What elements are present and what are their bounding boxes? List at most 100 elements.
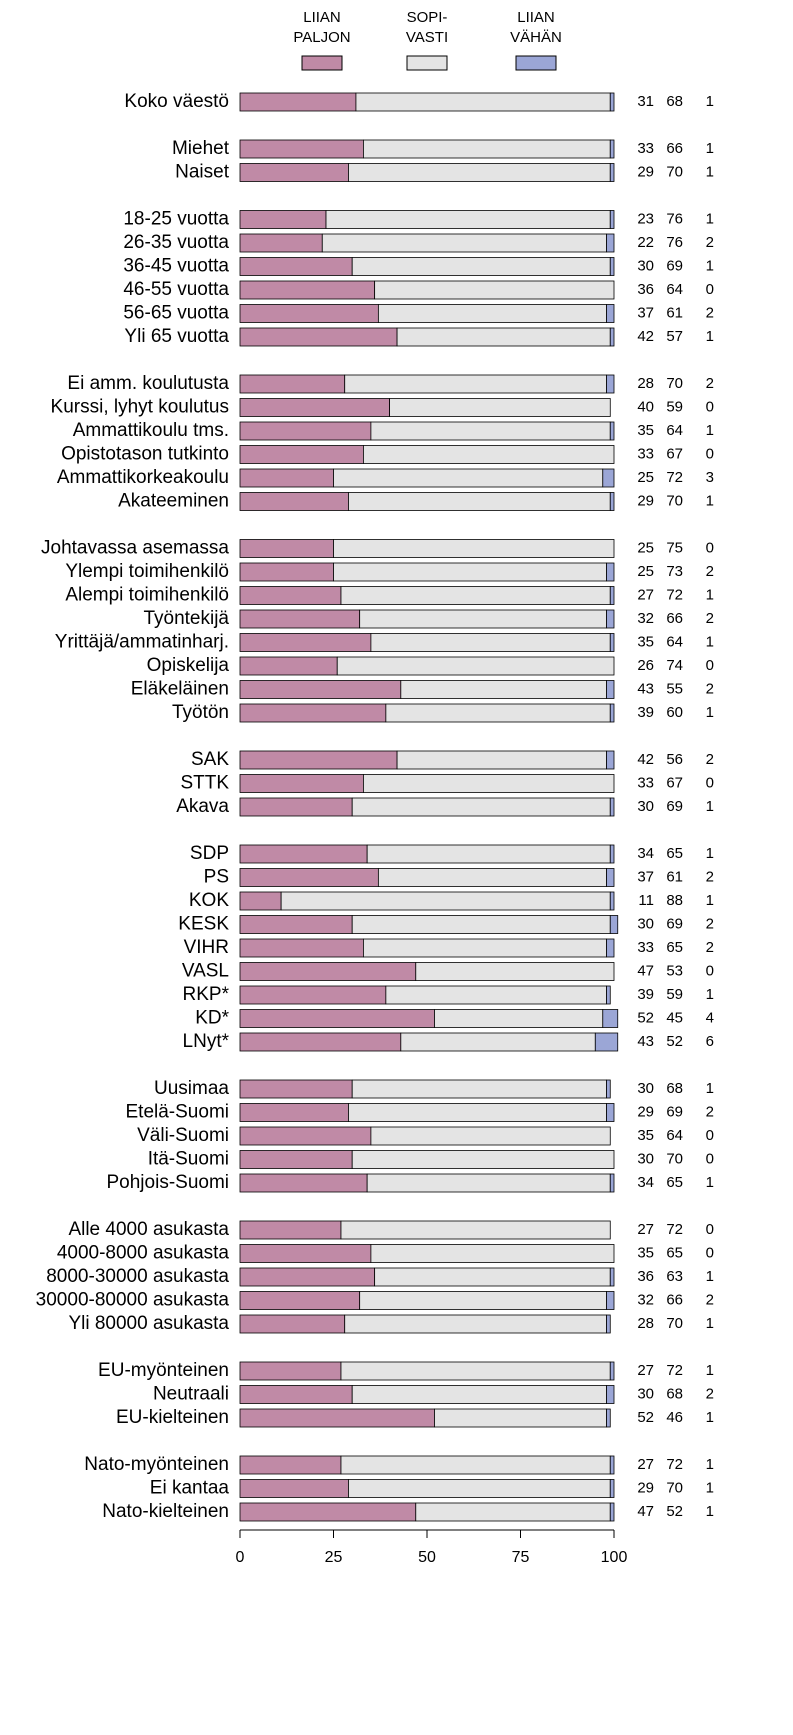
value-label: 0 [706,1221,714,1238]
bar-segment [609,1479,615,1498]
value-label: 1 [706,986,714,1003]
value-label: 33 [637,774,654,791]
value-label: 2 [706,939,714,956]
value-label: 70 [666,492,683,509]
bar-segment [385,985,607,1005]
value-label: 67 [666,445,683,462]
bar-segment [239,1150,353,1169]
value-label: 76 [666,234,683,251]
bar-segment [609,915,619,934]
bar-segment [348,1103,607,1122]
value-label: 1 [706,1080,714,1097]
bar-segment [606,868,615,887]
category-label: Naiset [175,162,230,183]
value-label: 34 [637,1174,654,1191]
bar-segment [363,139,611,159]
category-label: Itä-Suomi [148,1149,229,1170]
bar-segment [239,1361,342,1381]
x-tick-label: 75 [512,1549,530,1566]
bar-segment [239,750,398,770]
bar-segment [239,280,376,300]
bar-segment [239,445,364,464]
bar-segment [606,985,611,1005]
bar-segment [351,257,611,276]
bar-segment [239,844,368,864]
bar-segment [606,1103,615,1122]
bar-segment [609,1502,615,1522]
bar-segment [333,562,607,582]
value-label: 3 [706,469,714,486]
bar-segment [374,1267,611,1287]
category-label: EU-kielteinen [116,1407,229,1428]
bar-segment [359,1291,607,1310]
bar-segment [239,139,364,159]
value-label: 34 [637,845,654,862]
bar-segment [344,1314,607,1334]
value-label: 43 [637,680,654,697]
value-label: 35 [637,1244,654,1261]
bar-segment [239,703,387,723]
bar-segment [602,1009,619,1028]
bar-segment [609,1267,615,1287]
value-label: 11 [638,892,654,909]
value-label: 31 [637,93,654,110]
value-label: 59 [666,398,683,415]
bar-segment [239,1455,342,1475]
value-label: 0 [706,1127,714,1144]
value-label: 1 [706,633,714,650]
value-label: 72 [666,586,683,603]
bar-segment [239,304,379,323]
bar-segment [239,1502,417,1522]
value-label: 1 [706,704,714,721]
category-label: Alle 4000 asukasta [68,1219,229,1240]
bar-segment [609,1173,615,1193]
value-label: 27 [637,586,654,603]
bar-segment [370,1244,615,1263]
value-label: 25 [637,469,654,486]
category-label: Akateeminen [118,491,229,512]
value-label: 1 [706,1268,714,1285]
category-label: 30000-80000 asukasta [36,1290,230,1311]
bar-segment [366,1173,611,1193]
value-label: 30 [637,915,654,932]
bar-segment [333,539,615,558]
value-label: 2 [706,234,714,251]
bar-segment [239,609,361,629]
bar-segment [239,562,334,582]
category-label: STTK [180,773,229,794]
value-label: 70 [666,1315,683,1332]
value-label: 0 [706,962,714,979]
bar-segment [348,1479,611,1498]
value-label: 28 [637,375,654,392]
value-label: 23 [637,210,654,227]
value-label: 2 [706,868,714,885]
value-label: 33 [637,140,654,157]
bar-segment [606,1408,611,1428]
category-label: Yrittäjä/ammatinharj. [55,632,229,653]
bar-segment [606,304,615,323]
category-label: Uusimaa [154,1078,229,1099]
value-label: 0 [706,774,714,791]
value-label: 70 [666,1479,683,1496]
value-label: 30 [637,798,654,815]
value-label: 6 [706,1033,714,1050]
value-label: 2 [706,680,714,697]
value-label: 69 [666,915,683,932]
bar-segment [370,1126,611,1146]
category-label: 56-65 vuotta [123,303,229,324]
value-label: 30 [637,1385,654,1402]
bar-segment [606,938,615,958]
x-tick-label: 100 [601,1549,628,1566]
bar-segment [609,421,615,441]
value-label: 1 [706,1503,714,1520]
bar-segment [351,797,611,817]
legend-swatch [515,55,557,71]
value-label: 2 [706,304,714,321]
value-label: 64 [666,633,683,650]
bar-segment [321,233,607,253]
value-label: 67 [666,774,683,791]
bar-segment [239,586,342,605]
value-label: 32 [637,1291,654,1308]
value-label: 46 [666,1409,683,1426]
bar-segment [606,233,615,253]
